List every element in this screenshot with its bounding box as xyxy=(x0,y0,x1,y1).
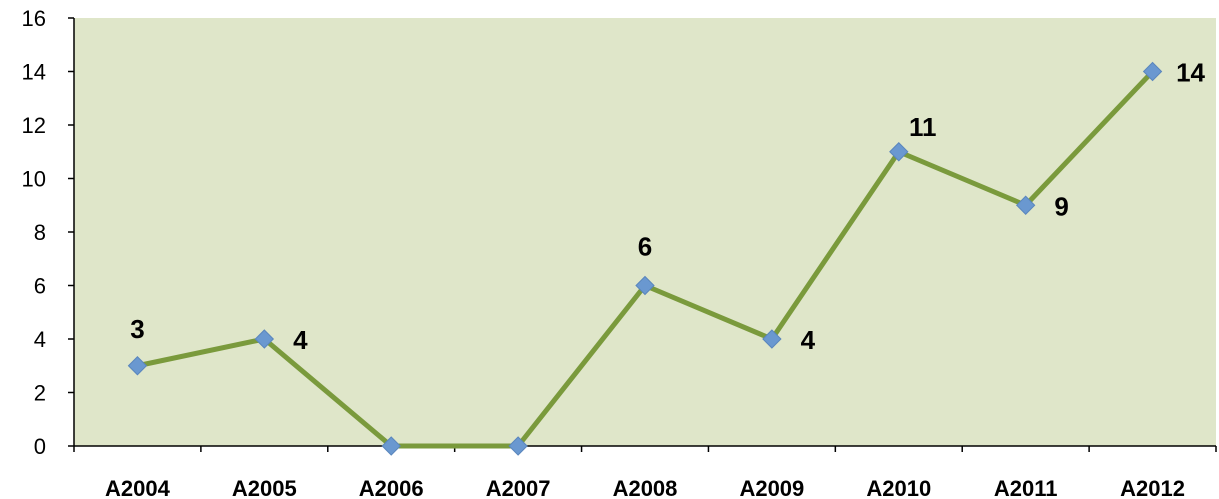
data-point-marker xyxy=(762,329,782,349)
y-tick-label: 14 xyxy=(22,60,46,85)
y-tick-label: 10 xyxy=(22,167,46,192)
data-label: 3 xyxy=(130,314,144,344)
data-labels: 3 4 6 4 11 9 14 xyxy=(130,58,1205,356)
x-axis-ticks: A2004 A2005 A2006 A2007 A2008 A2009 A2010 A2011… xyxy=(73,446,1217,499)
y-tick-label: 12 xyxy=(22,113,46,138)
y-tick-label: 6 xyxy=(34,274,46,299)
data-point-marker xyxy=(1142,61,1163,82)
data-label: 4 xyxy=(293,325,308,355)
x-category-label: A2006 xyxy=(359,476,424,499)
x-category-label: A2012 xyxy=(1120,476,1185,499)
data-label: 11 xyxy=(909,112,937,142)
data-point-marker xyxy=(1015,195,1036,215)
data-point-marker xyxy=(508,436,528,456)
data-label: 4 xyxy=(801,325,816,355)
data-label: 6 xyxy=(638,232,652,262)
data-label: 14 xyxy=(1176,58,1205,88)
x-category-label: A2008 xyxy=(613,476,678,499)
data-label: 9 xyxy=(1054,191,1068,221)
x-category-label: A2004 xyxy=(105,476,171,499)
y-tick-label: 0 xyxy=(34,434,46,459)
x-category-label: A2007 xyxy=(486,476,551,499)
plot-area xyxy=(74,18,1216,446)
data-point-marker xyxy=(889,142,909,162)
data-point-marker xyxy=(635,275,655,296)
y-tick-label: 4 xyxy=(34,327,46,352)
x-category-label: A2011 xyxy=(994,476,1058,499)
y-tick-label: 8 xyxy=(34,220,46,245)
series-markers xyxy=(127,61,1163,456)
data-point-marker xyxy=(381,436,401,456)
x-category-label: A2009 xyxy=(739,476,804,499)
data-point-marker xyxy=(254,329,275,349)
y-tick-label: 2 xyxy=(34,381,46,406)
x-category-label: A2010 xyxy=(866,476,931,499)
x-category-label: A2005 xyxy=(232,476,297,499)
data-point-marker xyxy=(127,356,148,376)
y-tick-label: 16 xyxy=(22,6,46,31)
y-axis-ticks: 0 2 4 6 8 10 12 14 16 xyxy=(22,6,74,459)
